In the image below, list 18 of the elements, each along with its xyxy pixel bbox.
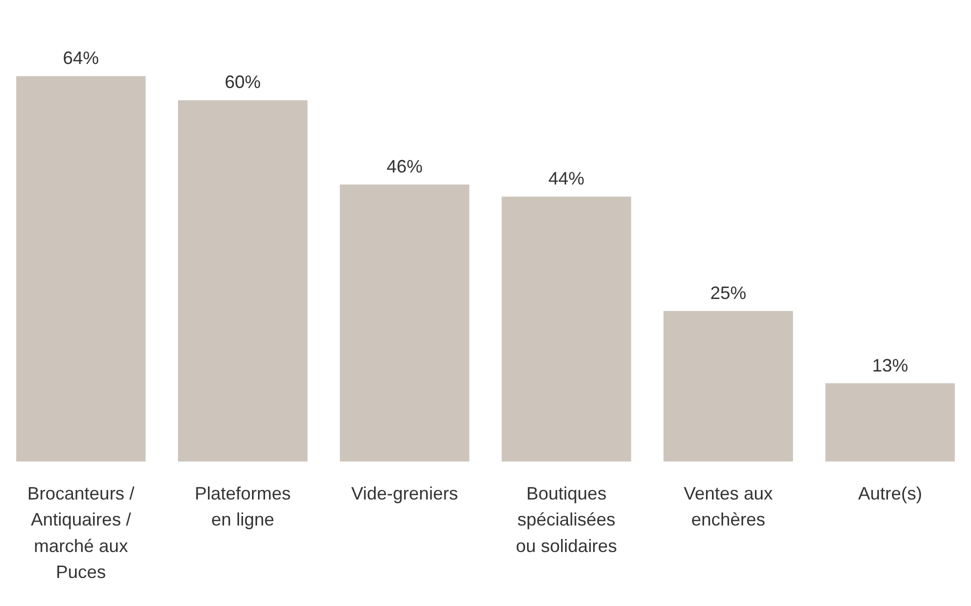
bar [16,76,146,462]
x-tick-label: Autre(s) [858,484,922,504]
data-label: 60% [224,72,261,92]
x-tick-label: Plateformes en ligne [194,484,291,530]
bar [664,311,793,462]
x-tick-label: Boutiques spécialisées ou solidaires [516,484,617,556]
bar [825,383,955,462]
x-tick-label: Brocanteurs / Antiquaires / marché aux Puces [27,484,134,582]
bar [340,184,470,462]
x-tick-label: Vide-greniers [351,484,458,504]
data-label: 46% [386,156,423,177]
data-label: 44% [548,168,584,189]
bar [178,100,308,462]
data-label: 25% [710,282,746,303]
data-label: 13% [872,355,908,376]
data-label: 64% [62,48,99,68]
bar [502,196,632,462]
x-tick-label: Ventes aux enchères [684,484,773,530]
